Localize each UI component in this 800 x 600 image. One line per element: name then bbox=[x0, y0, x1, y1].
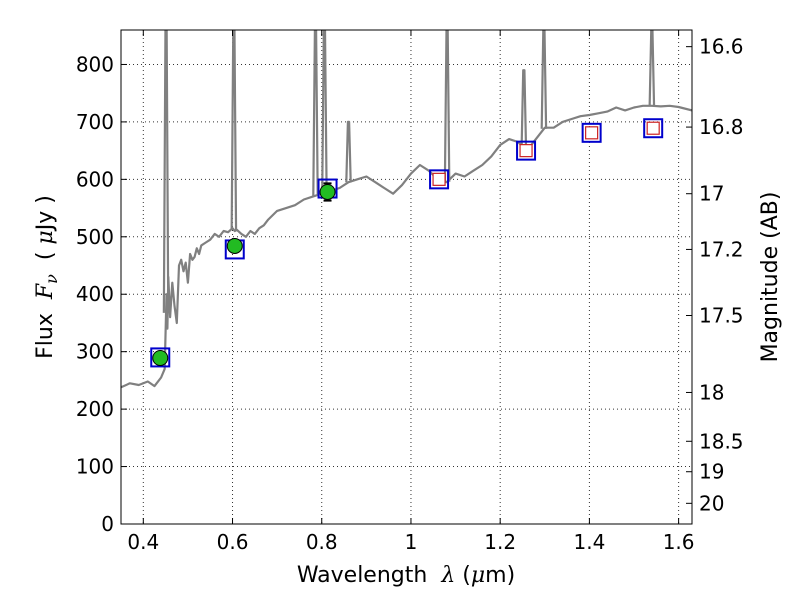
x-tick-label-3: 1 bbox=[405, 530, 418, 554]
y2-tick-label-3: 17.2 bbox=[699, 237, 744, 261]
y2-tick-label-0: 16.6 bbox=[699, 35, 744, 59]
y-axis-subscript: ν bbox=[42, 274, 61, 284]
y-axis-label-prefix: Flux bbox=[33, 299, 58, 359]
upper-limit-point-3 bbox=[646, 121, 660, 135]
emission-line-5 bbox=[443, 30, 451, 182]
x-tick-label-1: 0.6 bbox=[217, 530, 249, 554]
y2-tick-label-2: 17 bbox=[699, 182, 724, 206]
y-axis-unit: Jy ) bbox=[33, 195, 58, 232]
y2-tick-label-1: 16.8 bbox=[699, 115, 744, 139]
emission-line-7 bbox=[540, 30, 548, 129]
y-axis-open: ( bbox=[33, 245, 58, 275]
emission-line-1 bbox=[230, 30, 238, 230]
y2-tick-label-8: 20 bbox=[699, 491, 724, 515]
y-tick-label-1: 100 bbox=[76, 455, 114, 479]
axes-ticks: 0.4 0.6 0.8 1 1.2 1.4 1.6 0 100 200 300 400 500 600 70… bbox=[76, 30, 744, 554]
model-photometry-point-5 bbox=[581, 122, 602, 143]
y2-tick-label-4: 17.5 bbox=[699, 303, 744, 327]
y-tick-label-5: 500 bbox=[76, 225, 114, 249]
x-axis-label: Wavelength λ (μm) bbox=[297, 563, 515, 588]
x-tick-label-5: 1.4 bbox=[573, 530, 605, 554]
x-axis-symbol: λ bbox=[440, 563, 455, 588]
y-tick-label-2: 200 bbox=[76, 397, 114, 421]
x-tick-label-6: 1.6 bbox=[663, 530, 695, 554]
model-photometry-point-4 bbox=[516, 140, 537, 161]
y2-tick-label-5: 18 bbox=[699, 380, 724, 404]
upper-limit-point-0 bbox=[432, 172, 446, 186]
emission-line-3 bbox=[321, 30, 328, 193]
x-tick-label-4: 1.2 bbox=[484, 530, 516, 554]
y-tick-label-8: 800 bbox=[76, 52, 114, 76]
plot-area bbox=[121, 30, 692, 389]
y-tick-label-0: 0 bbox=[101, 512, 114, 536]
y-axis-label: Flux Fν ( μJy ) bbox=[33, 195, 61, 359]
upper-limit-point-1 bbox=[519, 144, 533, 158]
y-axis-unit-symbol: μ bbox=[33, 230, 58, 244]
y-tick-label-6: 600 bbox=[76, 167, 114, 191]
observed-point-0 bbox=[152, 349, 169, 366]
x-axis-unit: m) bbox=[485, 563, 515, 588]
plot-frame bbox=[120, 29, 693, 525]
model-photometry-point-0 bbox=[150, 347, 171, 368]
spectrum-line bbox=[121, 104, 692, 389]
emission-line-6 bbox=[520, 69, 528, 148]
plot-background bbox=[121, 30, 692, 524]
model-photometry-point-6 bbox=[643, 118, 664, 139]
x-axis-label-prefix: Wavelength bbox=[297, 563, 442, 588]
y-tick-label-4: 400 bbox=[76, 282, 114, 306]
y2-axis-label: Magnitude (AB) bbox=[758, 192, 783, 363]
y-tick-label-7: 700 bbox=[76, 110, 114, 134]
y-tick-label-3: 300 bbox=[76, 340, 114, 364]
x-tick-label-2: 0.8 bbox=[306, 530, 338, 554]
y2-tick-label-6: 18.5 bbox=[699, 429, 744, 453]
x-axis-open: ( bbox=[455, 563, 471, 588]
model-photometry-point-3 bbox=[429, 169, 450, 190]
upper-limit-point-2 bbox=[585, 126, 599, 140]
y-axis-symbol: F bbox=[33, 283, 58, 300]
emission-line-8 bbox=[648, 30, 656, 106]
observed-point-2 bbox=[319, 183, 336, 200]
emission-line-4 bbox=[345, 120, 352, 183]
observed-point-1 bbox=[226, 237, 243, 254]
x-axis-unit-symbol: μ bbox=[471, 563, 485, 588]
emission-line-2 bbox=[312, 30, 319, 196]
y2-tick-label-7: 19 bbox=[699, 460, 724, 484]
x-tick-label-0: 0.4 bbox=[127, 530, 159, 554]
emission-line-0 bbox=[162, 30, 170, 313]
